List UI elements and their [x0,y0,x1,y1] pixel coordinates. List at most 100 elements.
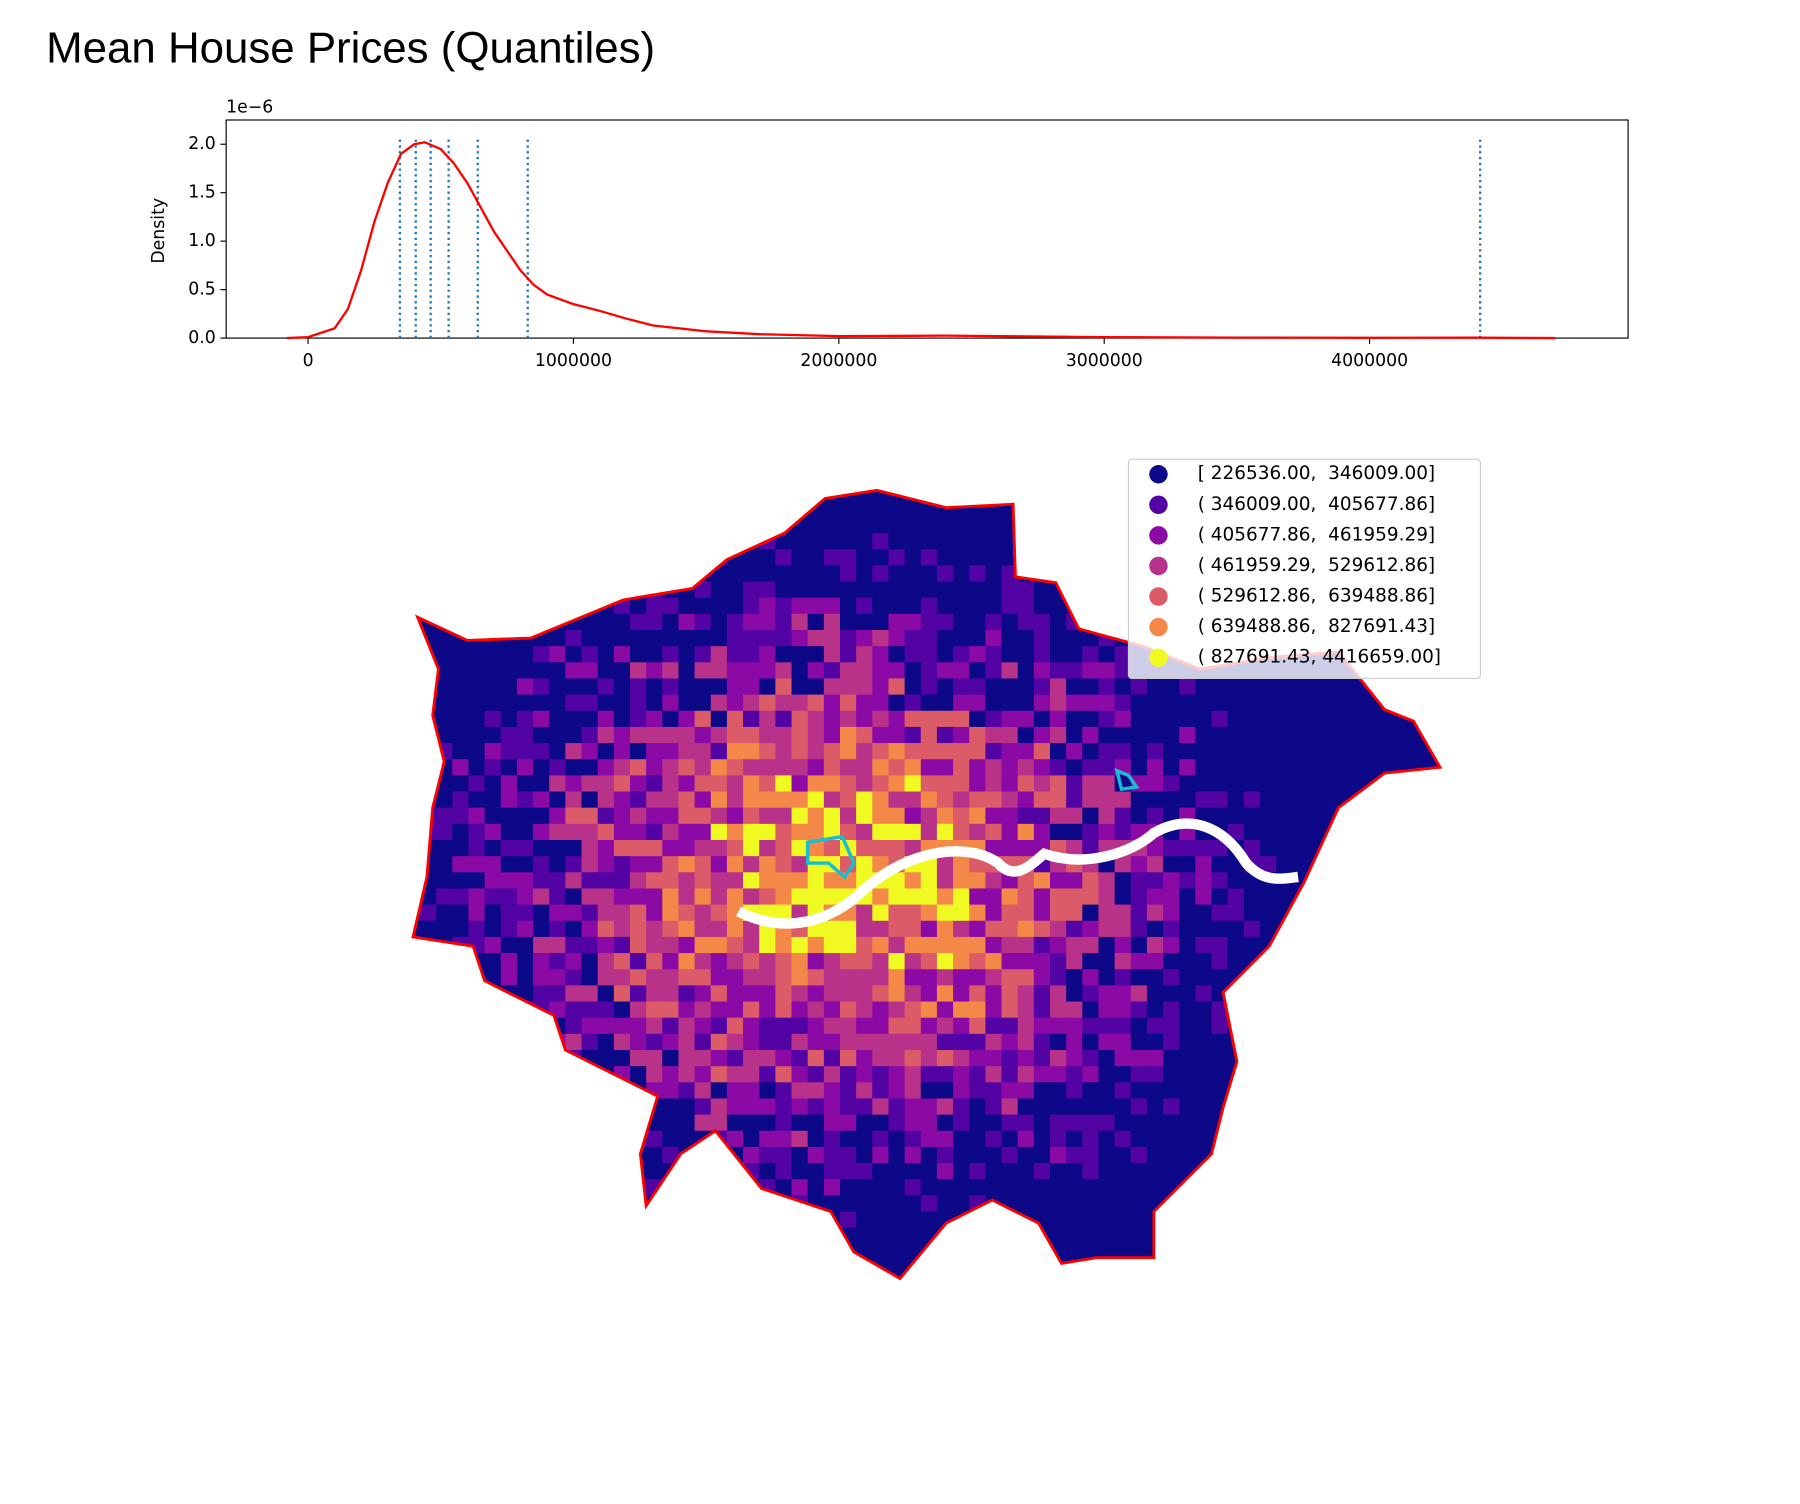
map-area [413,1227,421,1245]
map-area [1308,1001,1326,1019]
map-area [791,1050,809,1067]
map-area [904,1146,922,1164]
map-area [1033,1276,1051,1279]
map-area [646,936,663,954]
map-area [710,1163,728,1180]
map-area [1340,920,1358,938]
map-area [565,694,583,712]
map-area [775,1098,793,1116]
map-area [840,597,857,615]
map-area [1098,1163,1116,1180]
map-area [1356,969,1374,986]
map-area [1130,1001,1148,1019]
map-area [823,1163,841,1180]
map-area [807,1082,825,1100]
map-area [646,1211,663,1229]
map-area [533,581,550,599]
map-area [1421,872,1439,890]
map-area [920,1033,938,1051]
map-area [1050,791,1067,809]
map-area [759,969,776,986]
map-area [807,516,825,534]
map-area [468,1195,486,1213]
map-area [936,1098,954,1116]
map-area [662,791,680,809]
map-area [1260,1211,1277,1229]
map-area [1033,516,1051,534]
map-area [581,662,599,680]
map-area [1324,1179,1342,1196]
map-area [662,1276,680,1279]
map-area [694,549,712,566]
map-area [904,694,922,712]
map-area [484,581,502,599]
map-area [1146,1130,1164,1148]
map-area [1066,516,1083,534]
map-area [678,936,696,954]
map-area [565,1227,583,1245]
map-area [743,549,760,566]
map-area [1001,936,1019,954]
map-area [969,490,986,502]
map-area [1050,597,1067,615]
map-area [888,888,906,906]
map-area [1211,1163,1229,1180]
map-area [872,630,890,647]
map-area [1227,888,1245,906]
map-area [500,1130,518,1148]
map-area [726,597,744,615]
map-area [581,904,599,922]
map-area [1356,1163,1374,1180]
map-area [484,1146,502,1164]
map-area [452,533,470,550]
map-area [597,856,615,873]
map-area [791,1227,809,1245]
map-area [985,662,1003,680]
map-area [468,1260,486,1277]
map-area [565,1066,583,1083]
map-area [1066,969,1083,986]
map-area [1001,490,1019,502]
map-area [710,920,728,938]
map-area [920,597,938,615]
map-area [1421,1243,1439,1261]
map-area [500,533,518,550]
map-area [565,856,583,873]
map-area [936,969,954,986]
map-area [630,904,647,922]
map-area [516,662,534,680]
map-area [1389,1130,1406,1148]
map-area [1066,1130,1083,1148]
map-area [872,1227,890,1245]
map-area [533,516,550,534]
map-area [1292,953,1310,970]
map-area [1017,597,1035,615]
map-area [1211,694,1229,712]
map-area [516,1050,534,1067]
map-area [1421,823,1439,841]
map-area [1389,1033,1406,1051]
map-area [468,533,486,550]
map-area [1033,823,1051,841]
map-area [1146,1001,1164,1019]
map-area [533,1114,550,1132]
map-area [743,1098,760,1116]
map-area [1356,856,1374,873]
map-area [743,840,760,857]
map-area [920,1163,938,1180]
map-area [1292,1033,1310,1051]
map-area [1195,1227,1213,1245]
map-area [533,597,550,615]
map-area [985,823,1003,841]
map-area [1179,759,1196,776]
map-area [1243,936,1261,954]
map-area [743,490,760,502]
map-area [1437,985,1440,1003]
map-area [597,1114,615,1132]
map-area [985,936,1003,954]
map-area [1276,1260,1293,1277]
map-area [630,969,647,986]
map-area [468,823,486,841]
map-area [1082,613,1100,631]
map-area [516,936,534,954]
